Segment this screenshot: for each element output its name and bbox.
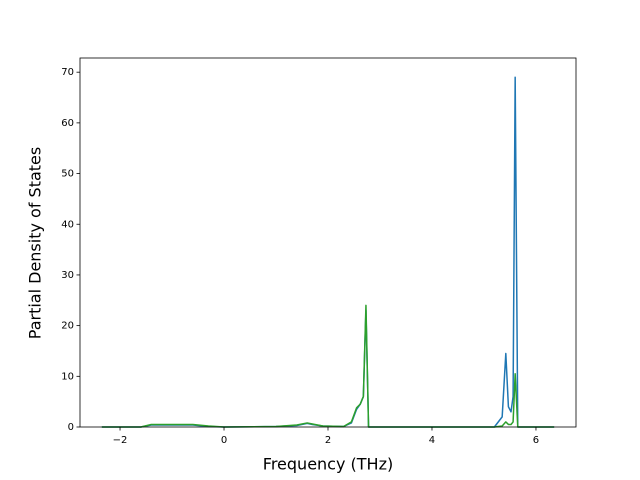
y-tick-label: 50	[61, 169, 74, 180]
y-tick-label: 40	[61, 219, 74, 230]
series-line	[101, 76, 555, 428]
x-tick-label: 6	[533, 435, 539, 446]
y-tick-label: 70	[61, 67, 74, 78]
y-tick-label: 10	[61, 371, 74, 382]
y-tick-label: 20	[61, 321, 74, 332]
x-tick-label: 2	[325, 435, 331, 446]
plot-frame	[79, 57, 577, 428]
x-axis-label: Frequency (THz)	[263, 455, 393, 474]
y-tick-label: 30	[61, 270, 74, 281]
y-tick-label: 60	[61, 118, 74, 129]
x-tick-label: 4	[429, 435, 435, 446]
x-tick-label: −2	[113, 435, 128, 446]
series-line	[101, 304, 555, 428]
y-tick-label: 0	[68, 422, 74, 433]
y-axis-label: Partial Density of States	[26, 147, 45, 339]
x-tick-label: 0	[221, 435, 227, 446]
